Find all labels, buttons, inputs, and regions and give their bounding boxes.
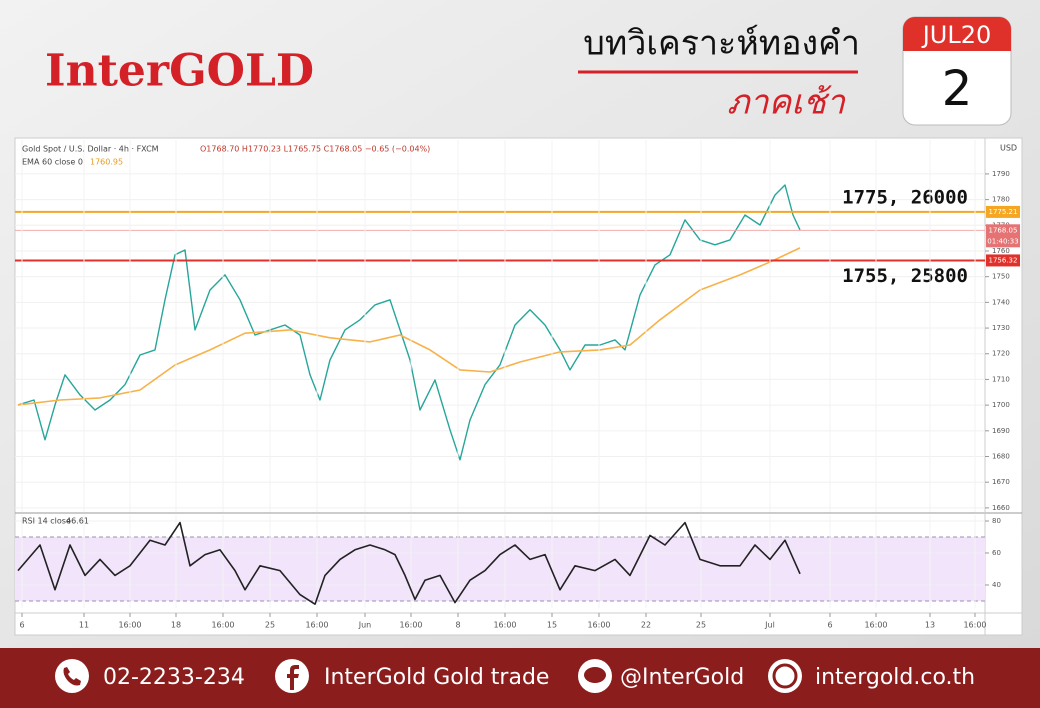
level-axis-label: 1775.21 <box>989 208 1018 216</box>
y-tick-label: 1660 <box>992 504 1010 512</box>
y-tick-label: 80 <box>992 517 1001 525</box>
globe-glyph <box>772 663 798 689</box>
y-tick-label: 1670 <box>992 478 1010 486</box>
x-tick-label: 6 <box>827 621 832 630</box>
last-price-label: 1768.05 <box>989 226 1018 234</box>
y-tick-label: 1780 <box>992 196 1010 204</box>
y-tick-label: 1760 <box>992 247 1010 255</box>
facebook: InterGold Gold trade <box>324 665 549 690</box>
y-tick-label: 1690 <box>992 427 1010 435</box>
x-tick-label: 25 <box>265 621 275 630</box>
x-tick-label: 16:00 <box>587 621 610 630</box>
line-id: @InterGold <box>620 665 744 690</box>
series-line <box>17 521 801 605</box>
y-tick-label: 1740 <box>992 298 1010 306</box>
calendar-day: 2 <box>942 61 973 117</box>
phone-icon <box>55 659 89 693</box>
calendar-header <box>903 17 1011 51</box>
footer-icons <box>55 659 802 693</box>
footer-texts: 02-2233-234 InterGold Gold trade @InterG… <box>103 665 975 690</box>
y-tick-label: 1750 <box>992 273 1010 281</box>
title: บทวิเคราะห์ทองคำ <box>583 24 860 64</box>
phone: 02-2233-234 <box>103 665 245 690</box>
rsi-band <box>15 536 985 601</box>
rsi-legend-value: 46.61 <box>66 517 89 526</box>
calendar-month: JUL20 <box>921 21 992 49</box>
y-tick-label: 1710 <box>992 375 1010 383</box>
chart-title: Gold Spot / U.S. Dollar · 4h · FXCM <box>22 145 159 154</box>
x-tick-label: 18 <box>171 621 181 630</box>
x-tick-label: 16:00 <box>399 621 422 630</box>
series-line <box>17 247 801 406</box>
level-note: 1775, 26000 <box>842 186 968 208</box>
level-axis-label: 1756.32 <box>989 256 1018 264</box>
x-tick-label: 16:00 <box>211 621 234 630</box>
calendar: JUL20 2 <box>902 16 1012 126</box>
x-tick-label: 13 <box>925 621 935 630</box>
ohlc: O1768.70 H1770.23 L1765.75 C1768.05 −0.6… <box>200 145 430 154</box>
ema-legend-value: 1760.95 <box>90 158 123 167</box>
x-tick-label: Jul <box>764 621 775 630</box>
y-tick-label: 60 <box>992 549 1001 557</box>
website: intergold.co.th <box>815 665 975 690</box>
x-tick-label: 15 <box>547 621 557 630</box>
x-tick-label: 22 <box>641 621 651 630</box>
x-tick-label: 16:00 <box>118 621 141 630</box>
x-tick-label: 8 <box>455 621 460 630</box>
ema-legend: EMA 60 close 0 <box>22 158 83 167</box>
series-line <box>17 184 801 461</box>
facebook-glyph <box>287 665 299 690</box>
last-price-box <box>986 224 1020 248</box>
x-tick-label: 16:00 <box>305 621 328 630</box>
phone-glyph <box>63 667 81 686</box>
y-tick-label: 40 <box>992 581 1001 589</box>
y-tick-label: 1790 <box>992 170 1010 178</box>
footer <box>0 648 1040 708</box>
y-tick-label: 1680 <box>992 453 1010 461</box>
x-tick-label: 25 <box>696 621 706 630</box>
x-tick-label: 11 <box>79 621 89 630</box>
logo: InterGOLD <box>45 46 314 97</box>
plots: 1660 1670 1680 1690 1700 1710 1720 1730 1740 1750… <box>15 140 1020 630</box>
price-axis-label: USD <box>1000 144 1017 153</box>
level-box <box>986 205 1020 218</box>
level-note: 1755, 25800 <box>842 265 968 287</box>
x-tick-label: 16:00 <box>963 621 986 630</box>
y-tick-label: 1730 <box>992 324 1010 332</box>
level-box <box>986 254 1020 267</box>
y-tick-label: 1720 <box>992 350 1010 358</box>
subtitle: ภาคเช้า <box>727 83 846 123</box>
x-tick-label: 6 <box>19 621 24 630</box>
y-tick-label: 1700 <box>992 401 1010 409</box>
line-glyph <box>584 667 606 683</box>
x-tick-label: 16:00 <box>864 621 887 630</box>
x-tick-label: 16:00 <box>493 621 516 630</box>
rsi-legend: RSI 14 close <box>22 517 71 526</box>
countdown: 01:40:33 <box>987 237 1018 245</box>
x-tick-label: Jun <box>358 621 372 630</box>
